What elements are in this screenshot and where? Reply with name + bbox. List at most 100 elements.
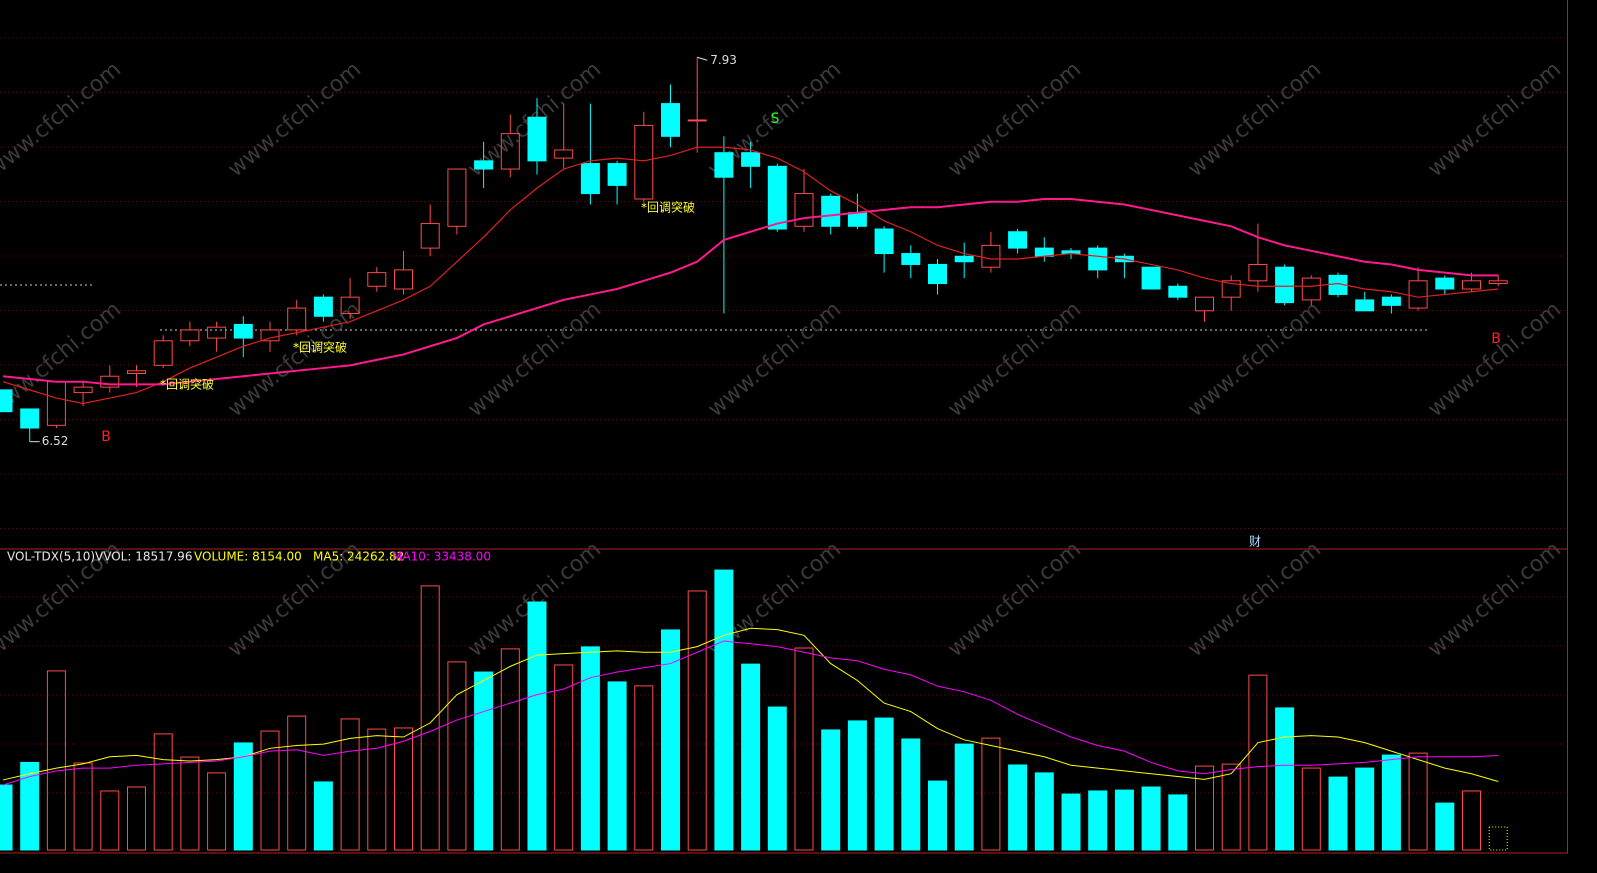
volume-bar (1462, 790, 1481, 851)
volume-bar (1088, 790, 1108, 851)
volume-ma-line (2, 640, 1499, 786)
candle-body (1462, 280, 1481, 290)
volume-bar (1355, 767, 1375, 851)
volume-bar (127, 786, 146, 851)
annotation: 6.52 (42, 434, 69, 448)
volume-bar (287, 715, 307, 851)
annotation: 7.93 (710, 53, 737, 67)
volume-bar (394, 727, 413, 851)
candle-body (260, 329, 280, 342)
candle-body (1088, 247, 1108, 271)
volume-bar (687, 590, 707, 851)
volume-bar (901, 738, 921, 851)
volume-bar (100, 790, 120, 851)
candle-body (0, 389, 13, 413)
candle-body (954, 255, 974, 263)
buy-signal: B (101, 429, 111, 445)
candle-body (420, 223, 440, 249)
volume-bar (1168, 794, 1188, 851)
volume-bar (474, 671, 494, 851)
volume-bar (661, 629, 680, 851)
candle-body (928, 263, 947, 285)
volume-bar (1061, 793, 1081, 851)
candle-body (127, 370, 146, 375)
candle-body (367, 272, 387, 287)
volume-bar (1008, 764, 1028, 851)
candle-body (180, 329, 200, 342)
volume-bar (1221, 763, 1241, 851)
breakout-label: *回调突破 (160, 377, 214, 392)
legend-entry: VVOL: 18517.96 (95, 550, 192, 564)
candle-body (1408, 280, 1428, 309)
candle-body (394, 269, 413, 290)
volume-bar (1488, 826, 1508, 851)
volume-bar (313, 781, 333, 851)
candle-body (1008, 231, 1028, 249)
volume-bar (367, 728, 387, 851)
candle-body (474, 160, 494, 170)
volume-bar (607, 681, 627, 851)
volume-bar (580, 646, 600, 851)
volume-bar (741, 663, 761, 851)
candle-body (981, 244, 1001, 268)
candle-body (1301, 277, 1321, 301)
candle-body (607, 163, 627, 186)
candle-body (1221, 280, 1241, 298)
volume-bar (1114, 789, 1134, 851)
candle-body (233, 323, 253, 339)
volume-bar (207, 772, 227, 851)
candle-body (1141, 266, 1161, 290)
volume-bar (180, 756, 200, 851)
candle-body (580, 163, 600, 195)
volume-bar (447, 661, 467, 851)
candle-body (874, 228, 894, 255)
volume-bar (46, 670, 66, 851)
volume-bar (1408, 752, 1428, 851)
volume-bar (847, 720, 867, 851)
volume-bar (928, 780, 947, 851)
candle-body (527, 116, 547, 162)
volume-ma-line (2, 627, 1499, 782)
volume-bar (73, 762, 93, 851)
volume-bar (20, 761, 40, 851)
volume-bar (954, 743, 974, 851)
indicator-name: VOL-TDX(5,10) (7, 550, 95, 564)
volume-bar (794, 647, 814, 851)
candle-body (153, 340, 173, 366)
candle-body (287, 307, 307, 331)
candle-body (1488, 280, 1508, 285)
candle-body (741, 152, 761, 167)
breakout-label: *回调突破 (293, 340, 347, 355)
candle-body (1275, 266, 1295, 304)
volume-bar (233, 742, 253, 851)
volume-bar (634, 685, 654, 851)
volume-bar (340, 718, 360, 851)
candle-body (1355, 299, 1375, 312)
volume-bar (1381, 754, 1401, 851)
candle-body (1195, 296, 1214, 312)
volume-bar (714, 569, 734, 851)
volume-bar (500, 648, 520, 851)
candle-body (73, 386, 93, 394)
candle-body (901, 253, 921, 265)
candle-body (661, 103, 680, 137)
volume-bar (1248, 674, 1268, 851)
candle-body (207, 326, 227, 339)
moving-average-line (2, 146, 1499, 405)
candle-body (1381, 296, 1401, 306)
candle-body (313, 296, 333, 317)
volume-bar (153, 733, 173, 851)
volume-bar (527, 601, 547, 851)
buy-signal: B (1491, 331, 1501, 347)
candle-body (821, 195, 841, 227)
legend-entry: MA10: 33438.00 (392, 550, 491, 564)
volume-bar (874, 717, 894, 851)
volume-bar (1435, 802, 1455, 851)
candle-body (634, 124, 654, 200)
sell-signal: S (771, 111, 780, 127)
legend-entry: VOLUME: 8154.00 (194, 550, 302, 564)
